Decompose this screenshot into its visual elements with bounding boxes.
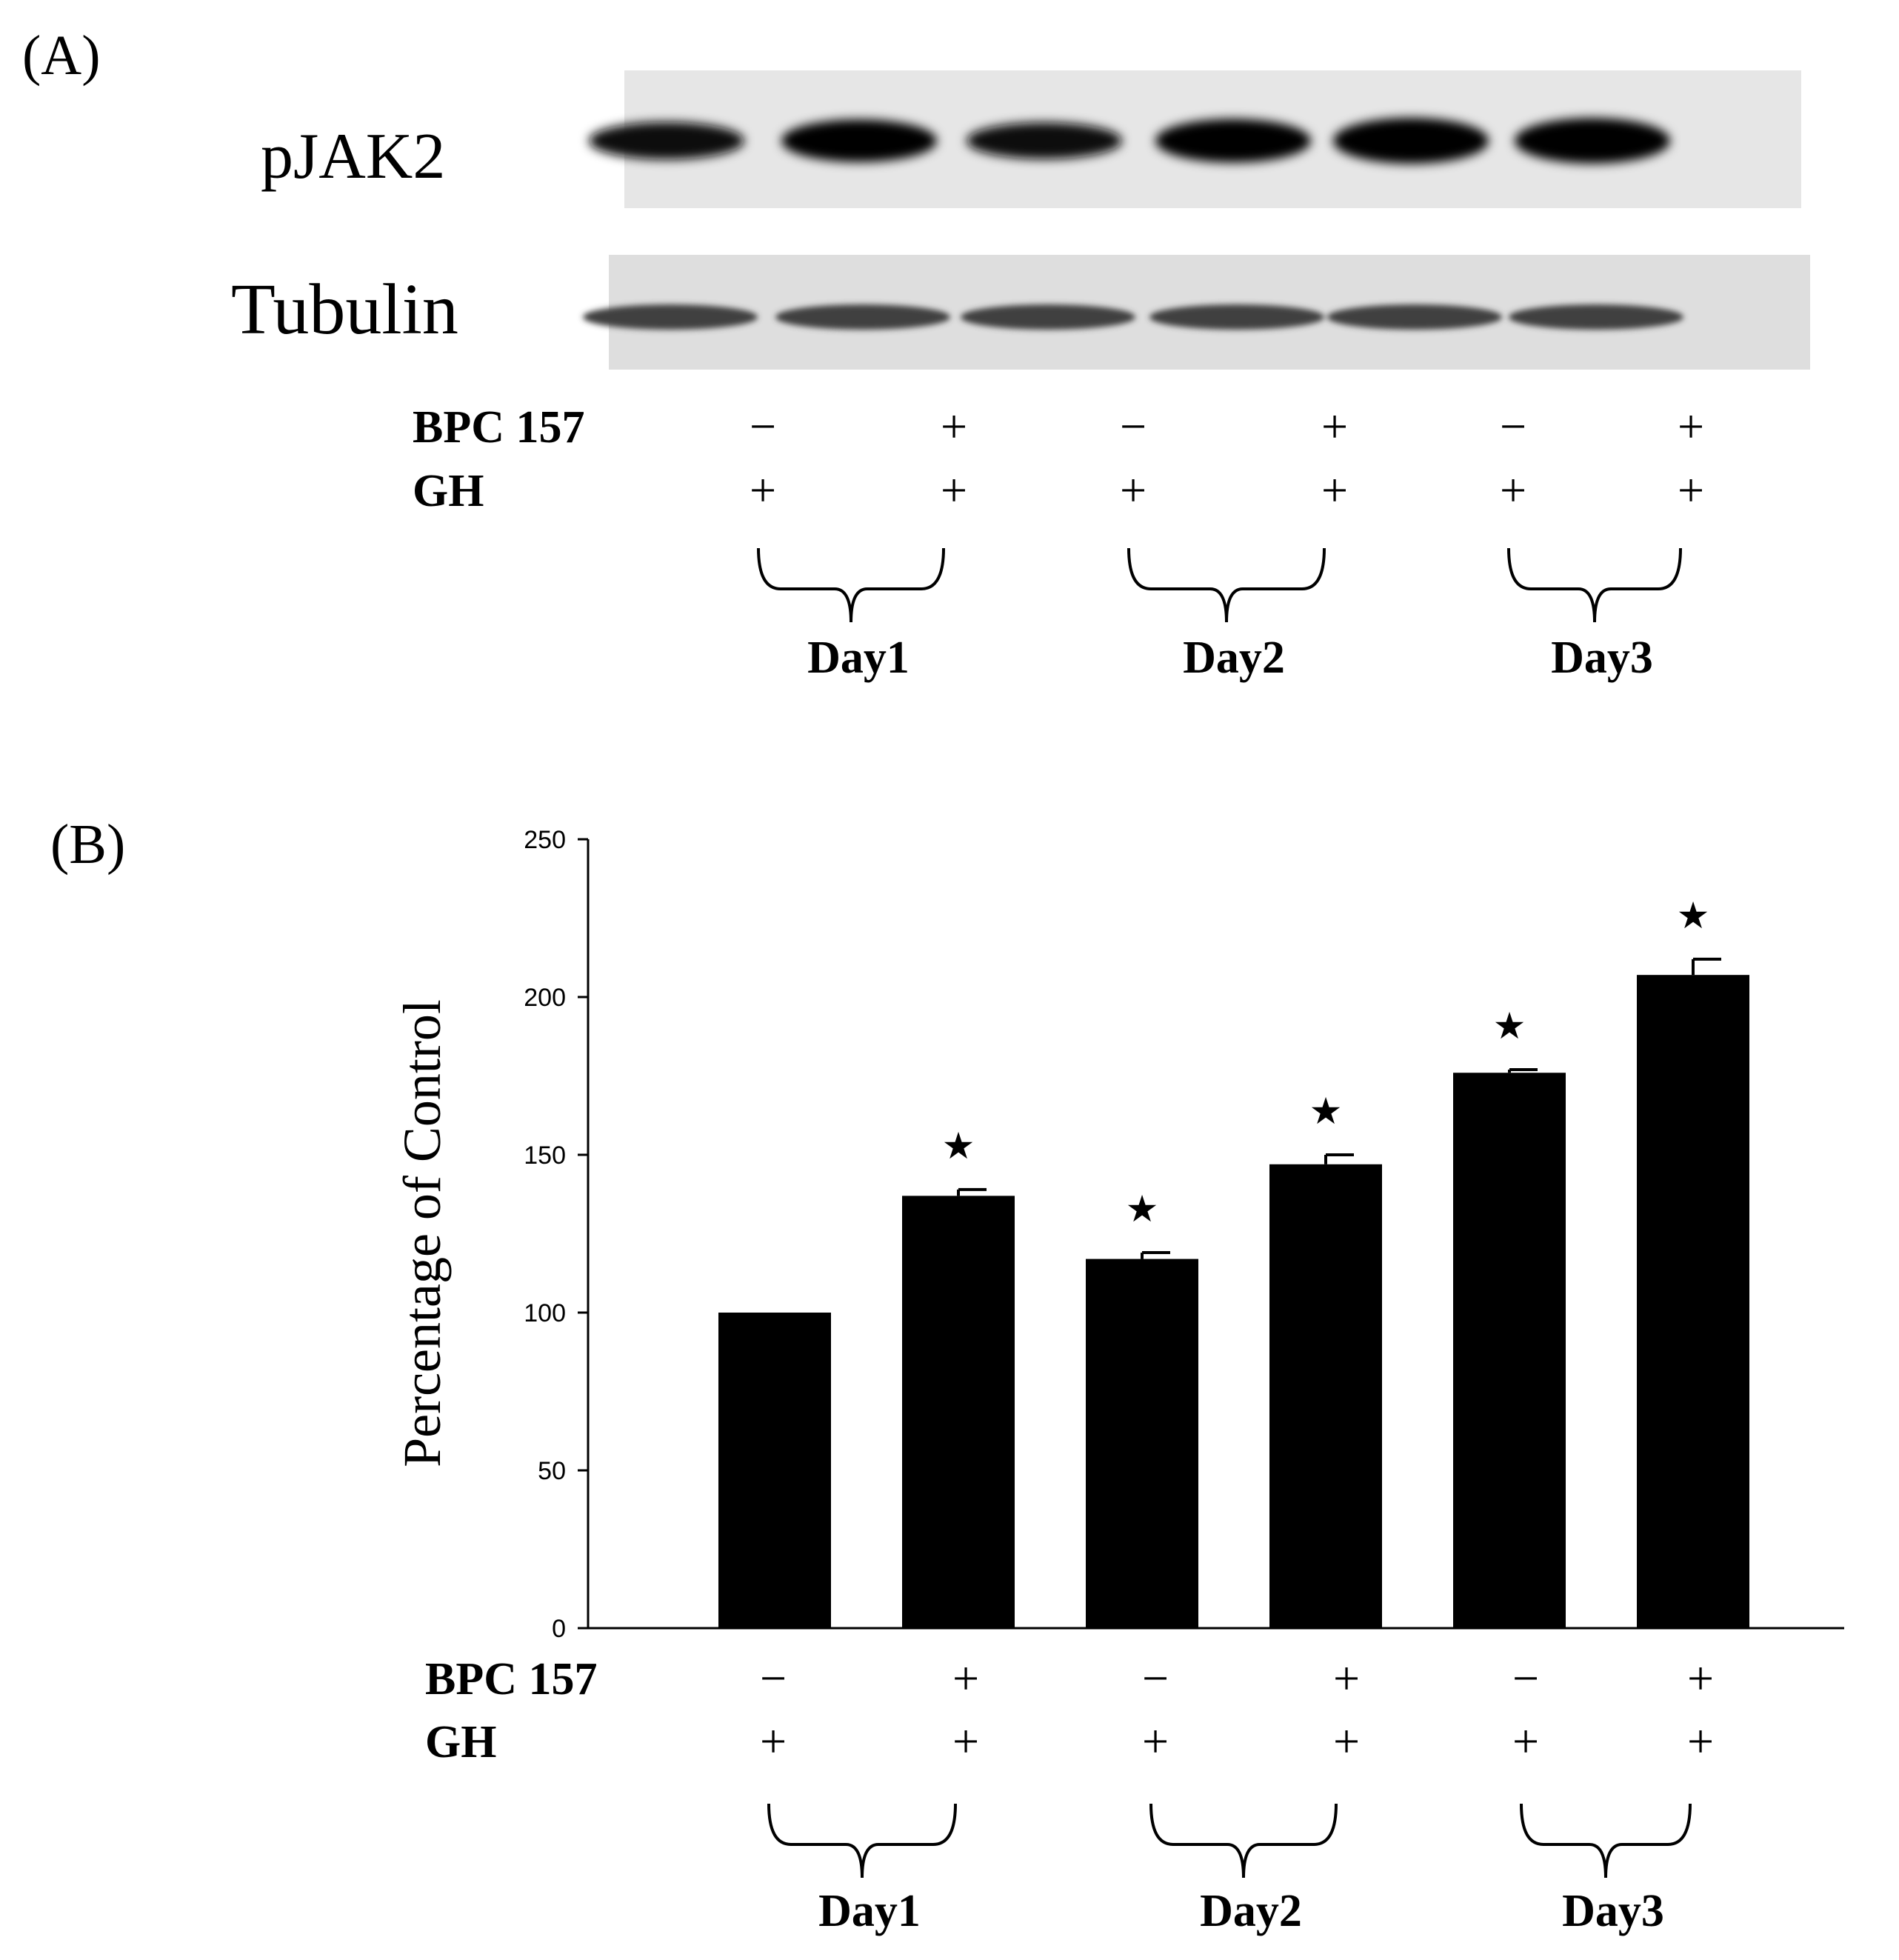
y-tick-label: 250 — [524, 826, 566, 854]
bar — [1453, 1073, 1566, 1628]
condition-sign: + — [1512, 1715, 1539, 1767]
panel-a: (A) pJAK2 Tubulin BPC 157 − + − + − + GH + + + + + + D… — [22, 24, 1810, 683]
day-label: Day2 — [1200, 1886, 1302, 1936]
y-tick-label: 50 — [538, 1457, 566, 1485]
tubulin-band — [961, 304, 1135, 330]
condition-sign: + — [1687, 1715, 1714, 1767]
conditions-panel-b: BPC 157 − + − + − + GH + + + + + + Day1 Day2 Day3 — [425, 1652, 1714, 1936]
panel-a-label: (A) — [22, 24, 101, 87]
condition-sign: + — [952, 1652, 979, 1704]
condition-sign: + — [1687, 1652, 1714, 1704]
condition-sign: + — [1120, 464, 1147, 516]
day-label: Day1 — [818, 1886, 921, 1936]
condition-sign: + — [952, 1715, 979, 1767]
day-label: Day2 — [1183, 633, 1285, 683]
condition-sign: + — [1142, 1715, 1169, 1767]
condition-sign: + — [1333, 1652, 1360, 1704]
significance-marker: ★ — [1493, 1005, 1526, 1047]
day-bracket — [1520, 1803, 1692, 1879]
condition-row-label: BPC 157 — [413, 402, 585, 453]
condition-sign: + — [1500, 464, 1526, 516]
day-bracket — [767, 1803, 957, 1879]
pjak2-band — [781, 119, 937, 162]
condition-sign: − — [1500, 400, 1526, 453]
y-axis-label: Percentage of Control — [393, 999, 452, 1467]
condition-sign: + — [760, 1715, 787, 1767]
condition-sign: + — [1678, 400, 1704, 453]
day-label: Day3 — [1551, 633, 1653, 683]
pjak2-band — [1333, 118, 1489, 164]
day-label: Day1 — [807, 633, 910, 683]
pjak2-band — [589, 121, 744, 160]
day-label: Day3 — [1562, 1886, 1664, 1936]
condition-sign: + — [941, 464, 967, 516]
significance-marker: ★ — [1309, 1090, 1343, 1132]
tubulin-label: Tubulin — [231, 270, 458, 350]
significance-marker: ★ — [1126, 1188, 1159, 1230]
condition-row-label: GH — [413, 466, 484, 516]
pjak2-label: pJAK2 — [261, 121, 445, 193]
pjak2-bands — [589, 118, 1670, 164]
significance-marker: ★ — [942, 1125, 975, 1167]
tubulin-band — [1327, 304, 1502, 330]
panel-b: (B) Percentage of Control 0 50 100 150 200 25… — [50, 813, 1844, 1936]
day-bracket — [757, 547, 945, 623]
condition-sign: − — [1512, 1652, 1539, 1704]
bar — [1269, 1164, 1382, 1628]
pjak2-band — [967, 122, 1122, 159]
bar — [902, 1196, 1015, 1628]
bar — [1086, 1259, 1198, 1628]
y-tick-label: 0 — [552, 1615, 566, 1643]
significance-marker: ★ — [1677, 895, 1710, 936]
conditions-panel-a: BPC 157 − + − + − + GH + + + + + + Day1 Day2 Day3 — [413, 400, 1704, 683]
y-tick-label: 100 — [524, 1299, 566, 1327]
pjak2-band — [1155, 119, 1311, 163]
tubulin-band — [775, 304, 950, 330]
condition-sign: + — [1678, 464, 1704, 516]
tubulin-band — [1149, 304, 1324, 330]
condition-sign: − — [1120, 400, 1147, 453]
condition-sign: + — [1321, 400, 1348, 453]
tubulin-band — [583, 304, 758, 330]
bar-chart: 0 50 100 150 200 250 ★ ★ ★ ★ ★ — [524, 826, 1844, 1643]
condition-sign: + — [750, 464, 776, 516]
condition-sign: + — [1321, 464, 1348, 516]
bar — [1637, 975, 1749, 1628]
day-bracket — [1507, 547, 1682, 623]
y-tick-label: 150 — [524, 1141, 566, 1170]
panel-b-label: (B) — [50, 813, 125, 876]
condition-sign: + — [941, 400, 967, 453]
day-bracket — [1127, 547, 1326, 623]
condition-sign: + — [1333, 1715, 1360, 1767]
y-tick-label: 200 — [524, 984, 566, 1012]
condition-row-label: GH — [425, 1717, 496, 1767]
condition-row-label: BPC 157 — [425, 1654, 598, 1704]
bar — [718, 1313, 831, 1628]
condition-sign: − — [750, 400, 776, 453]
condition-sign: − — [760, 1652, 787, 1704]
day-bracket — [1149, 1803, 1338, 1879]
tubulin-band — [1509, 304, 1683, 330]
condition-sign: − — [1142, 1652, 1169, 1704]
pjak2-band — [1515, 118, 1670, 164]
tubulin-bands — [583, 304, 1683, 330]
